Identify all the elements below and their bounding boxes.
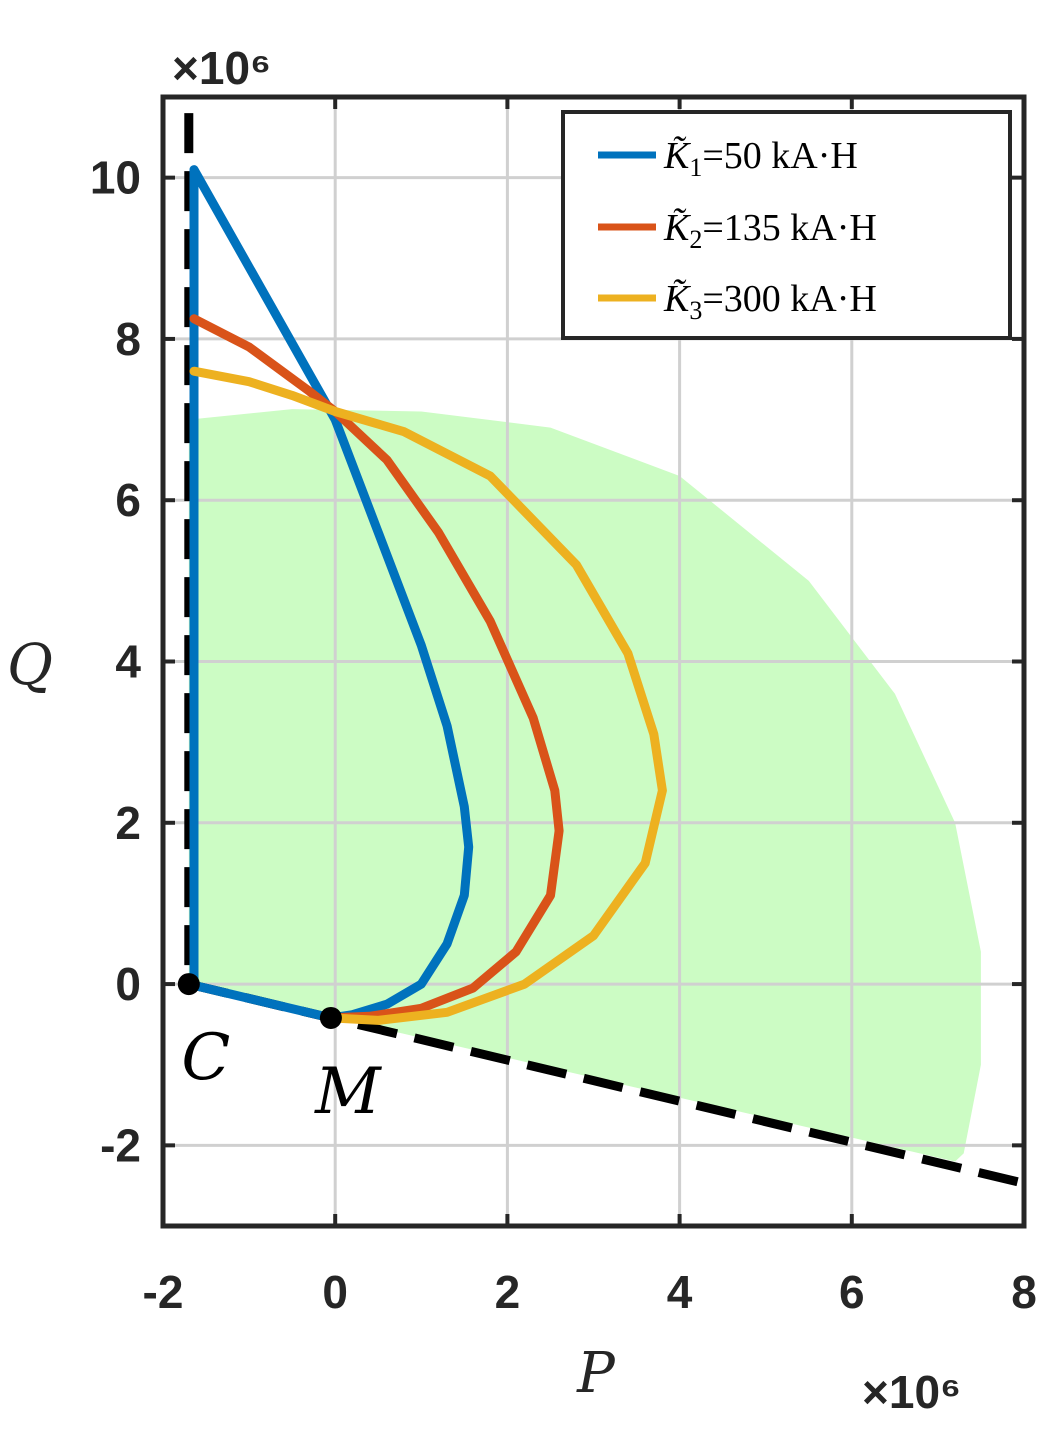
x-tick-label: 4 xyxy=(667,1266,693,1318)
series-line-3 xyxy=(189,366,667,1025)
legend-label-2: K̃2=135 kA·H xyxy=(663,207,877,254)
point-marker-m xyxy=(319,1006,342,1029)
y-tick-label: 0 xyxy=(115,958,141,1010)
series-lines xyxy=(184,165,667,1025)
legend-entry-3: K̃3=300 kA·H xyxy=(598,278,877,325)
series-line-2 xyxy=(189,314,564,1023)
feasible-region xyxy=(188,409,981,1162)
y-axis-label: Q xyxy=(7,633,53,698)
x-tick-label: 0 xyxy=(322,1266,348,1318)
y-tick-label: 6 xyxy=(115,474,141,526)
x-tick-label: 2 xyxy=(495,1266,521,1318)
x-exponent-label: ×10⁶ xyxy=(862,1366,961,1418)
y-tick-label: 10 xyxy=(90,152,141,204)
feasible-region-layer xyxy=(188,409,981,1162)
y-tick-label: -2 xyxy=(100,1119,141,1171)
x-tick-label: 8 xyxy=(1011,1266,1037,1318)
x-tick-label: 6 xyxy=(839,1266,865,1318)
x-tick-label: -2 xyxy=(143,1266,184,1318)
legend-label-3: K̃3=300 kA·H xyxy=(663,278,877,325)
point-label-m: M xyxy=(314,1055,382,1129)
y-tick-label: 4 xyxy=(115,636,141,688)
y-exponent-label: ×10⁶ xyxy=(172,42,271,94)
legend-entry-2: K̃2=135 kA·H xyxy=(598,207,877,254)
legend: K̃1=50 kA·H K̃2=135 kA·H K̃3=300 kA·H xyxy=(561,110,1012,340)
point-label-c: C xyxy=(181,1021,230,1095)
legend-label-1: K̃1=50 kA·H xyxy=(663,135,858,182)
ticks: -2 0 2 4 6 8 -2 0 2 4 6 8 10 xyxy=(90,97,1037,1318)
point-marker-c xyxy=(177,973,200,996)
series-line-1 xyxy=(184,165,474,1023)
legend-entry-1: K̃1=50 kA·H xyxy=(598,135,858,182)
y-tick-label: 8 xyxy=(115,313,141,365)
y-tick-label: 2 xyxy=(115,797,141,849)
x-axis-label: P xyxy=(576,1341,616,1406)
